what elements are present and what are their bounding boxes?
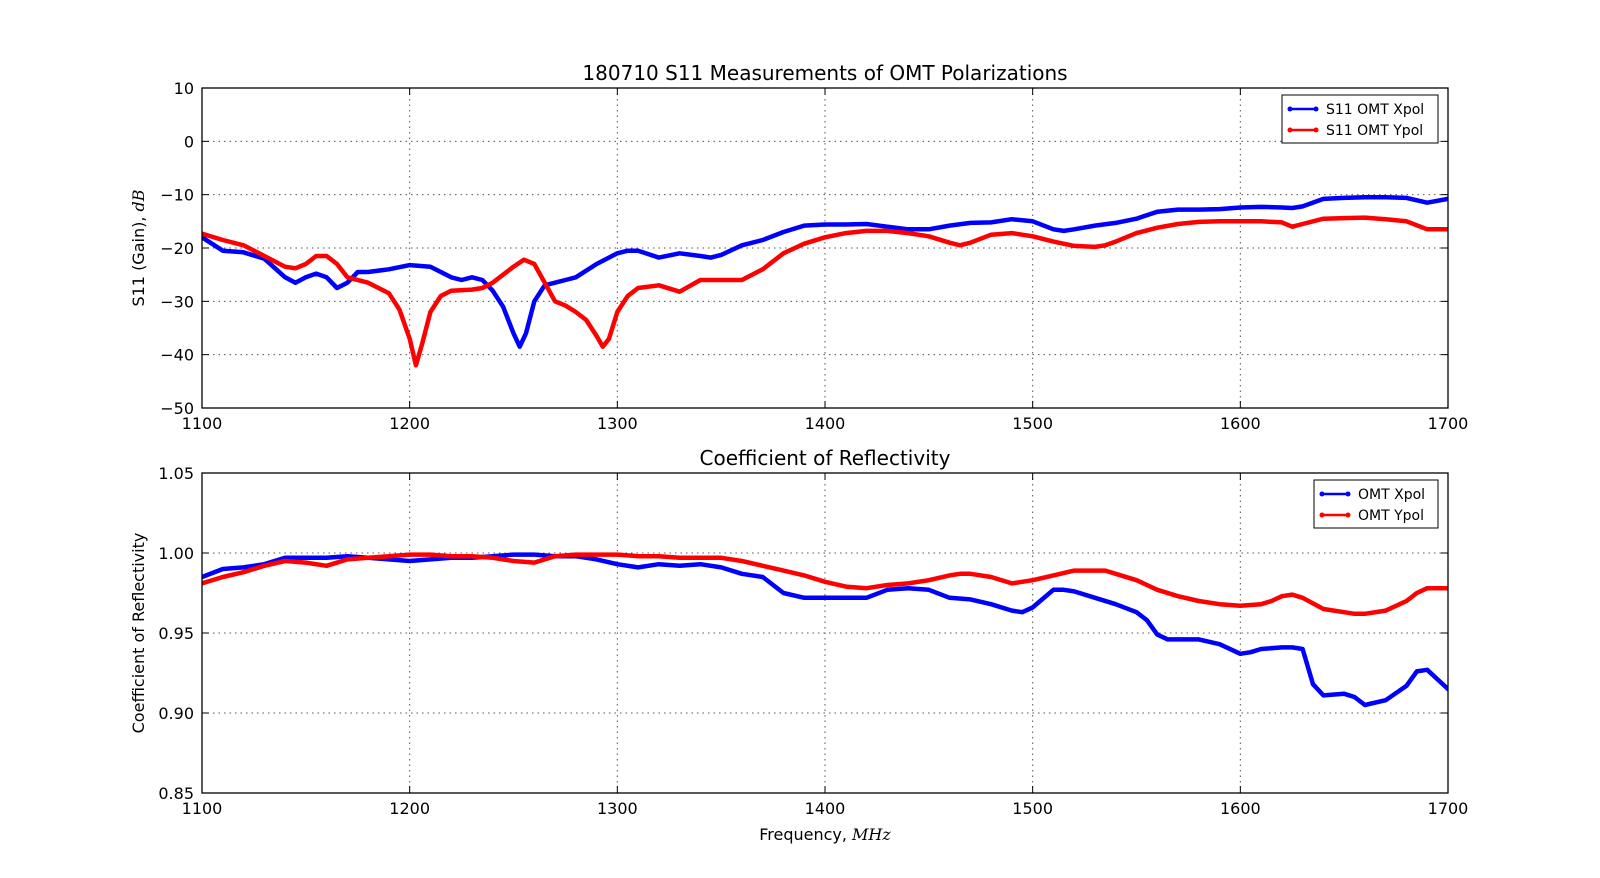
x-tick-label: 1200 — [389, 414, 430, 433]
legend-swatch-marker — [1287, 106, 1293, 112]
legend-item-ypol: OMT Ypol — [1319, 508, 1424, 524]
y-tick-label: −20 — [160, 239, 194, 258]
x-axis-label-unit: MHz — [851, 825, 891, 844]
chart-title: 180710 S11 Measurements of OMT Polarizat… — [582, 61, 1067, 85]
y-tick-label: 0.85 — [158, 784, 194, 803]
x-tick-label: 1400 — [805, 414, 846, 433]
legend-label: S11 OMT Xpol — [1326, 102, 1424, 118]
y-tick-label: 1.00 — [158, 544, 194, 563]
x-tick-label: 1500 — [1012, 414, 1053, 433]
x-axis-label: Frequency, MHz — [759, 825, 891, 844]
y-tick-label: −10 — [160, 186, 194, 205]
series-line-ypol — [202, 215, 1448, 368]
x-tick-label: 1100 — [182, 799, 223, 818]
legend-label: OMT Xpol — [1358, 487, 1425, 503]
y-axis-label-text: S11 (Gain), — [129, 211, 148, 306]
legend-swatch-marker — [1345, 512, 1351, 518]
legend-box — [1313, 479, 1439, 529]
series-line-xpol — [202, 552, 1448, 708]
chart-reflectivity: 1100 1200 1300 1400 1500 1600 1700 1.05 1.00 0.95… — [129, 446, 1468, 844]
y-tick-label: −50 — [160, 399, 194, 418]
y-axis-label: Coefficient of Reflectivity — [129, 533, 148, 734]
legend-item-xpol: S11 OMT Xpol — [1287, 102, 1424, 118]
legend-swatch-marker — [1313, 106, 1319, 112]
x-axis-label-text: Frequency, — [759, 825, 852, 844]
legend-box — [1281, 94, 1439, 144]
legend: OMT Xpol OMT Ypol — [1313, 479, 1439, 529]
y-axis-label: S11 (Gain), dB — [129, 189, 148, 306]
legend: S11 OMT Xpol S11 OMT Ypol — [1281, 94, 1439, 144]
legend-item-xpol: OMT Xpol — [1319, 487, 1425, 503]
y-tick-label: 0.90 — [158, 704, 194, 723]
x-tick-label: 1200 — [389, 799, 430, 818]
y-tick-label: −30 — [160, 292, 194, 311]
x-tick-label: 1400 — [805, 799, 846, 818]
x-tick-label: 1300 — [597, 799, 638, 818]
x-tick-label: 1300 — [597, 414, 638, 433]
y-tick-label: 0.95 — [158, 624, 194, 643]
y-axis-label-unit: dB — [129, 189, 148, 211]
legend-swatch-marker — [1345, 491, 1351, 497]
y-tick-label: 1.05 — [158, 464, 194, 483]
legend-swatch-marker — [1319, 491, 1325, 497]
chart-s11: 1100 1200 1300 1400 1500 1600 1700 10 0 −10 −20 −30… — [129, 61, 1468, 433]
x-tick-label: 1100 — [182, 414, 223, 433]
y-tick-label: −40 — [160, 346, 194, 365]
x-tick-label: 1500 — [1012, 799, 1053, 818]
x-tick-label: 1600 — [1220, 799, 1261, 818]
y-tick-label: 10 — [174, 79, 194, 98]
legend-label: OMT Ypol — [1358, 508, 1424, 524]
series-line-ypol — [202, 552, 1448, 617]
x-tick-label: 1700 — [1428, 414, 1469, 433]
chart-title: Coefficient of Reflectivity — [700, 446, 951, 470]
legend-item-ypol: S11 OMT Ypol — [1287, 123, 1423, 139]
legend-label: S11 OMT Ypol — [1326, 123, 1423, 139]
x-tick-label: 1600 — [1220, 414, 1261, 433]
legend-swatch-marker — [1319, 512, 1325, 518]
legend-swatch-marker — [1287, 127, 1293, 133]
y-tick-label: 0 — [184, 132, 194, 151]
legend-swatch-marker — [1313, 127, 1319, 133]
series-line-xpol — [202, 195, 1448, 349]
x-tick-label: 1700 — [1428, 799, 1469, 818]
